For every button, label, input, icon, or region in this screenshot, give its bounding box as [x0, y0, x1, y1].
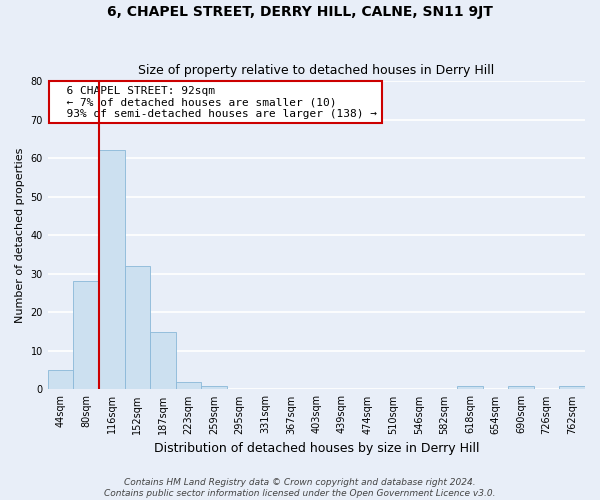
- Bar: [457, 386, 482, 390]
- Bar: [559, 386, 585, 390]
- Bar: [176, 382, 201, 390]
- Text: 6 CHAPEL STREET: 92sqm
  ← 7% of detached houses are smaller (10)
  93% of semi-: 6 CHAPEL STREET: 92sqm ← 7% of detached …: [53, 86, 377, 119]
- Bar: [73, 282, 99, 390]
- Y-axis label: Number of detached properties: Number of detached properties: [15, 148, 25, 323]
- Bar: [150, 332, 176, 390]
- Title: Size of property relative to detached houses in Derry Hill: Size of property relative to detached ho…: [138, 64, 494, 77]
- Text: Contains HM Land Registry data © Crown copyright and database right 2024.
Contai: Contains HM Land Registry data © Crown c…: [104, 478, 496, 498]
- Bar: [48, 370, 73, 390]
- Bar: [125, 266, 150, 390]
- Bar: [99, 150, 125, 390]
- Bar: [508, 386, 534, 390]
- Bar: [201, 386, 227, 390]
- Text: 6, CHAPEL STREET, DERRY HILL, CALNE, SN11 9JT: 6, CHAPEL STREET, DERRY HILL, CALNE, SN1…: [107, 5, 493, 19]
- X-axis label: Distribution of detached houses by size in Derry Hill: Distribution of detached houses by size …: [154, 442, 479, 455]
